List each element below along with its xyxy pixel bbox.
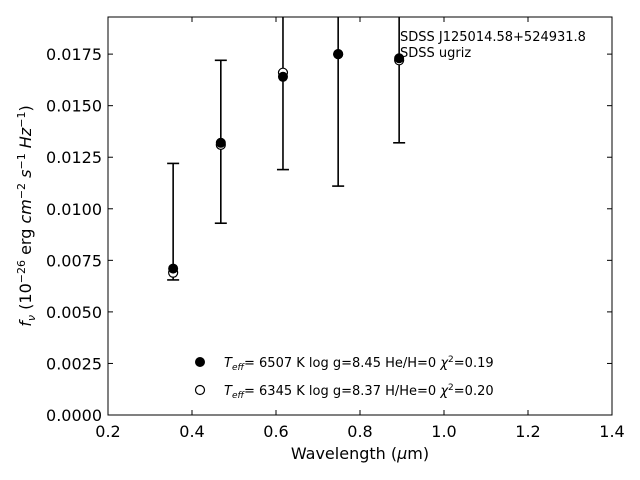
plot-frame: [107, 16, 613, 416]
data-points: [168, 49, 405, 278]
x-tick-label: 0.6: [263, 422, 288, 441]
y-tick-label: 0.0050: [46, 303, 102, 322]
x-tick-label: 0.8: [347, 422, 372, 441]
error-bars: [167, 17, 406, 281]
x-tick-label: 0.4: [179, 422, 204, 441]
legend-entry-1: Teff= 6507 K log g=8.45 He/H=0 χ2=0.19: [224, 355, 494, 373]
y-tick-label: 0.0075: [46, 251, 102, 270]
y-tick-label: 0.0125: [46, 148, 102, 167]
x-tick-label: 1.0: [431, 422, 456, 441]
legend-marker-open: [194, 384, 206, 396]
y-tick-label: 0.0100: [46, 200, 102, 219]
annotation-filter-system: SDSS ugriz: [400, 46, 471, 61]
x-tick-label: 1.2: [515, 422, 540, 441]
x-tick-label: 0.2: [95, 422, 120, 441]
y-tick-label: 0.0175: [46, 45, 102, 64]
legend-entry-2: Teff= 6345 K log g=8.37 H/He=0 χ2=0.20: [224, 383, 494, 401]
tick-labels: 0.2 0.4 0.6 0.8 1.0 1.2 1.4 0.0000 0.0025 0.0050 0…: [46, 45, 625, 441]
filled-circle-point: [394, 53, 405, 64]
y-tick-label: 0.0150: [46, 97, 102, 116]
filled-circle-point: [333, 49, 344, 60]
filled-circle-point: [215, 137, 226, 148]
legend-marker-filled: [195, 357, 205, 367]
y-tick-label: 0.0025: [46, 354, 102, 373]
x-axis-label: Wavelength (μm): [291, 444, 429, 463]
y-axis-label: fν (10−26 erg cm−2 s−1 Hz−1): [15, 105, 38, 326]
x-tick-label: 1.4: [599, 422, 624, 441]
annotation-object-name: SDSS J125014.58+524931.8: [400, 30, 586, 45]
filled-circle-point: [168, 263, 179, 274]
y-tick-label: 0.0000: [46, 406, 102, 425]
filled-circle-point: [277, 71, 288, 82]
legend: Teff= 6507 K log g=8.45 He/H=0 χ2=0.19 T…: [194, 355, 494, 401]
